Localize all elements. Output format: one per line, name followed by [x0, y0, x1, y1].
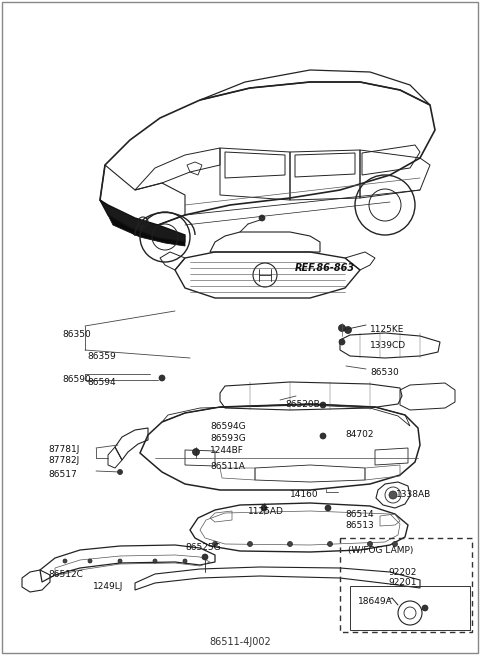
Circle shape: [153, 559, 157, 563]
Circle shape: [202, 554, 208, 560]
Text: REF.86-863: REF.86-863: [295, 263, 355, 273]
Circle shape: [63, 559, 67, 563]
Circle shape: [288, 542, 292, 546]
Text: 1125KE: 1125KE: [370, 325, 404, 334]
Circle shape: [248, 542, 252, 546]
Circle shape: [320, 402, 326, 408]
Polygon shape: [108, 215, 185, 246]
Text: 87781J: 87781J: [48, 445, 79, 454]
Text: (W/FOG LAMP): (W/FOG LAMP): [348, 546, 413, 555]
Text: 86359: 86359: [87, 352, 116, 361]
Text: 86594G: 86594G: [210, 422, 246, 431]
Circle shape: [368, 542, 372, 546]
Text: 86590: 86590: [62, 375, 91, 384]
Text: 86594: 86594: [87, 378, 116, 387]
Circle shape: [422, 605, 428, 611]
Circle shape: [88, 559, 92, 563]
Circle shape: [118, 470, 122, 474]
Circle shape: [259, 215, 265, 221]
Text: 86511-4J002: 86511-4J002: [209, 637, 271, 647]
Circle shape: [393, 542, 397, 546]
Circle shape: [327, 542, 333, 546]
Text: 1244BF: 1244BF: [210, 446, 244, 455]
Text: 1338AB: 1338AB: [396, 490, 431, 499]
Circle shape: [320, 433, 326, 439]
Circle shape: [325, 505, 331, 511]
Text: 86525G: 86525G: [185, 543, 221, 552]
Bar: [350, 586, 470, 630]
Text: 86593G: 86593G: [210, 434, 246, 443]
Text: 86511A: 86511A: [210, 462, 245, 471]
Text: 14160: 14160: [290, 490, 319, 499]
Circle shape: [213, 542, 217, 546]
Circle shape: [389, 491, 397, 499]
Circle shape: [159, 375, 165, 381]
Circle shape: [338, 324, 346, 331]
Circle shape: [192, 449, 200, 455]
Text: 86520B: 86520B: [285, 400, 320, 409]
Text: 1339CD: 1339CD: [370, 341, 406, 350]
Circle shape: [118, 559, 122, 563]
Text: 86514: 86514: [345, 510, 373, 519]
Text: 84702: 84702: [345, 430, 373, 439]
Text: 92201: 92201: [388, 578, 417, 587]
Text: 1125AD: 1125AD: [248, 507, 284, 516]
Circle shape: [339, 339, 345, 345]
Text: 86530: 86530: [370, 368, 399, 377]
Text: 18649A: 18649A: [358, 597, 393, 606]
Text: 86517: 86517: [48, 470, 77, 479]
Bar: [340, 538, 472, 632]
Circle shape: [183, 559, 187, 563]
Text: 1249LJ: 1249LJ: [93, 582, 123, 591]
Text: 87782J: 87782J: [48, 456, 79, 465]
Polygon shape: [100, 200, 185, 242]
Circle shape: [345, 326, 351, 333]
Text: 92202: 92202: [388, 568, 416, 577]
Text: 86513: 86513: [345, 521, 374, 530]
Circle shape: [261, 505, 267, 511]
Text: 86350: 86350: [62, 330, 91, 339]
Text: 86512C: 86512C: [48, 570, 83, 579]
